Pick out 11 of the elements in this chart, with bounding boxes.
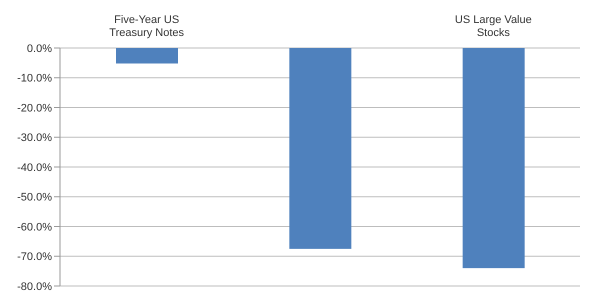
y-tick-label: 0.0% (26, 42, 52, 55)
y-tick-label: -40.0% (17, 162, 52, 174)
y-tick-label: -70.0% (17, 251, 52, 264)
y-tick-label: -50.0% (17, 192, 52, 204)
x-tick-label: Five-Year US Treasury Notes (109, 14, 185, 39)
y-tick-label: -20.0% (17, 102, 52, 114)
y-tick-label: -60.0% (17, 221, 52, 234)
y-tick-label: -80.0% (17, 280, 52, 293)
x-tick-label: US Large Value Stocks (454, 14, 532, 39)
y-tick-label: -30.0% (17, 132, 52, 144)
y-tick-label: -10.0% (17, 72, 52, 85)
